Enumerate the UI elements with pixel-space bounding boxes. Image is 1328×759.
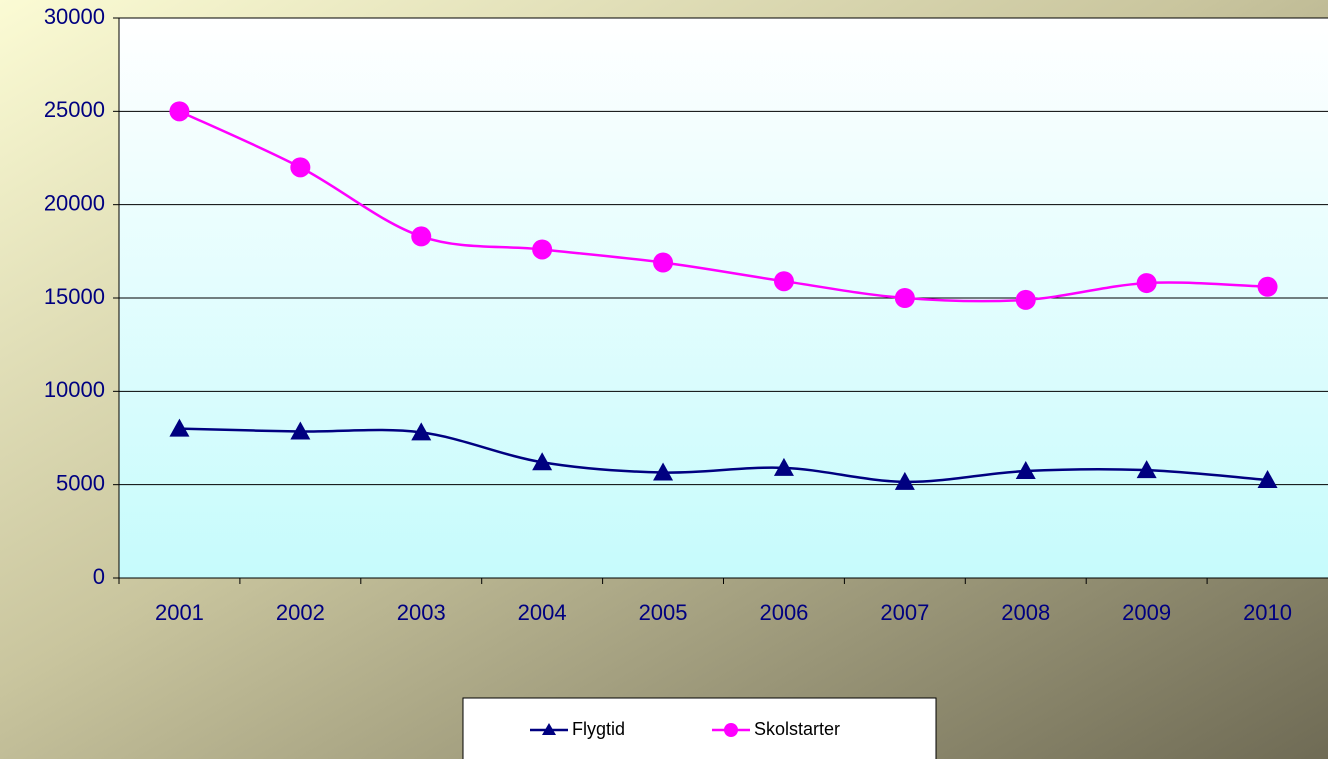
marker <box>532 239 553 260</box>
legend-label: Flygtid <box>572 719 625 739</box>
legend-label: Skolstarter <box>754 719 840 739</box>
marker <box>290 421 311 440</box>
marker <box>894 471 915 490</box>
y-tick-label: 5000 <box>56 470 105 495</box>
x-tick-label: 2009 <box>1122 600 1171 625</box>
x-tick-label: 2005 <box>639 600 688 625</box>
marker <box>1015 461 1036 480</box>
y-tick-label: 15000 <box>44 284 105 309</box>
x-tick-label: 2006 <box>759 600 808 625</box>
marker <box>773 271 794 292</box>
marker <box>169 101 190 122</box>
marker <box>773 457 794 476</box>
marker <box>290 157 311 178</box>
legend <box>462 697 937 759</box>
marker <box>1257 470 1278 488</box>
marker <box>894 288 915 308</box>
y-tick-label: 20000 <box>44 190 105 215</box>
legend-marker <box>542 723 556 735</box>
series-line <box>178 110 1268 303</box>
y-tick-label: 30000 <box>44 4 105 29</box>
y-tick-label: 25000 <box>44 97 105 122</box>
marker <box>1136 460 1157 479</box>
x-tick-label: 2010 <box>1243 600 1292 625</box>
x-tick-label: 2007 <box>880 600 929 625</box>
x-tick-label: 2002 <box>276 600 325 625</box>
marker <box>532 452 553 471</box>
x-tick-label: 2004 <box>518 600 567 625</box>
x-tick-label: 2003 <box>397 600 446 625</box>
marker <box>1015 289 1036 310</box>
y-tick-label: 10000 <box>44 377 105 402</box>
marker <box>169 418 190 437</box>
x-tick-label: 2001 <box>155 600 204 625</box>
marker <box>411 226 432 247</box>
marker <box>653 462 674 481</box>
x-tick-label: 2008 <box>1001 600 1050 625</box>
y-tick-label: 0 <box>93 564 105 589</box>
series-line <box>179 427 1268 484</box>
legend-marker <box>724 723 738 737</box>
marker <box>653 252 674 273</box>
marker <box>1136 273 1157 294</box>
marker <box>411 422 432 441</box>
marker <box>1257 276 1278 297</box>
